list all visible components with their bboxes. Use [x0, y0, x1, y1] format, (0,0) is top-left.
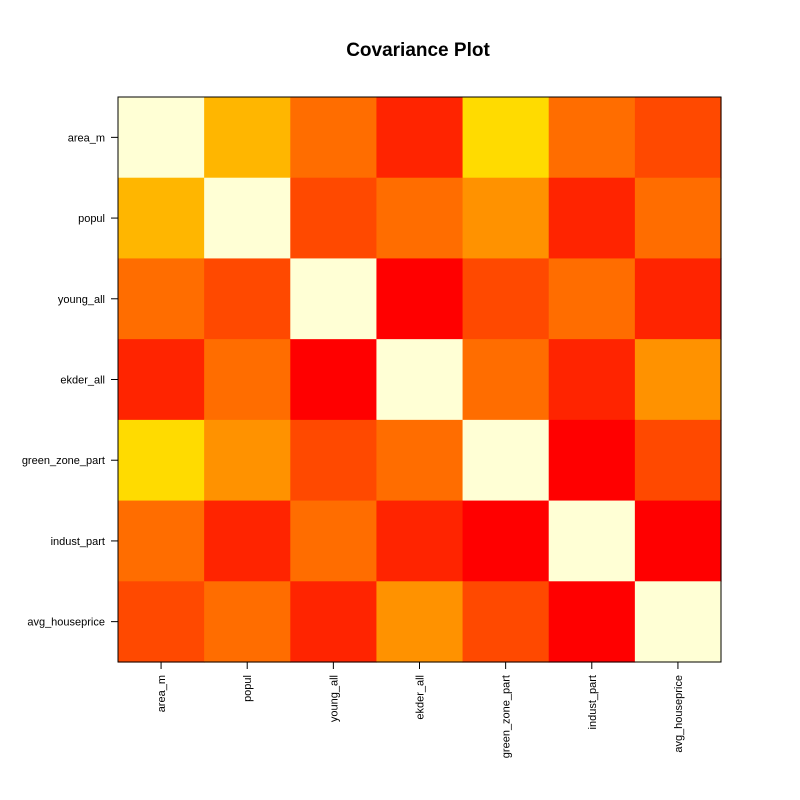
x-tick-label-ekder_all: ekder_all — [415, 675, 427, 720]
heatmap-cell-indust_part-avg_houseprice — [634, 500, 722, 582]
heatmap-cell-popul-young_all — [290, 177, 378, 260]
heatmap-cell-ekder_all-young_all — [290, 339, 378, 421]
x-tick-label-young_all: young_all — [328, 675, 340, 722]
heatmap-cell-popul-popul — [204, 177, 291, 260]
heatmap-cell-popul-ekder_all — [376, 177, 464, 260]
x-tick-label-avg_houseprice: avg_houseprice — [673, 675, 685, 753]
heatmap-cell-popul-green_zone_part — [462, 177, 550, 260]
heatmap-cell-ekder_all-ekder_all — [376, 339, 464, 421]
heatmap-cell-indust_part-young_all — [290, 500, 378, 582]
heatmap-cell-green_zone_part-area_m — [118, 419, 205, 502]
y-tick-label-green_zone_part: green_zone_part — [22, 455, 105, 467]
heatmap-cell-green_zone_part-popul — [204, 419, 291, 502]
heatmap-cell-avg_houseprice-green_zone_part — [462, 581, 550, 663]
heatmap-cell-ekder_all-avg_houseprice — [634, 339, 722, 421]
heatmap-cell-young_all-avg_houseprice — [634, 258, 722, 340]
x-tick-label-popul: popul — [242, 675, 254, 702]
heatmap-cell-indust_part-ekder_all — [376, 500, 464, 582]
heatmap-cell-popul-indust_part — [548, 177, 636, 260]
heatmap-cell-area_m-young_all — [290, 97, 378, 179]
heatmap-cell-ekder_all-popul — [204, 339, 291, 421]
heatmap-cell-avg_houseprice-popul — [204, 581, 291, 663]
x-tick-label-indust_part: indust_part — [587, 675, 599, 729]
y-tick-label-ekder_all: ekder_all — [60, 375, 105, 387]
x-tick-label-area_m: area_m — [156, 675, 168, 712]
heatmap-cell-green_zone_part-green_zone_part — [462, 419, 550, 502]
heatmap-cell-ekder_all-area_m — [118, 339, 205, 421]
heatmap-cell-area_m-area_m — [118, 97, 205, 179]
y-tick-label-popul: popul — [78, 213, 105, 225]
heatmap-cell-avg_houseprice-indust_part — [548, 581, 636, 663]
heatmap-cell-ekder_all-indust_part — [548, 339, 636, 421]
heatmap-cell-young_all-ekder_all — [376, 258, 464, 340]
y-tick-label-indust_part: indust_part — [51, 536, 105, 548]
heatmap-cell-area_m-ekder_all — [376, 97, 464, 179]
heatmap-cell-area_m-green_zone_part — [462, 97, 550, 179]
heatmap-cell-popul-avg_houseprice — [634, 177, 722, 260]
y-tick-label-avg_houseprice: avg_houseprice — [27, 617, 105, 629]
heatmap-cell-young_all-young_all — [290, 258, 378, 340]
heatmap-cell-ekder_all-green_zone_part — [462, 339, 550, 421]
y-tick-label-young_all: young_all — [58, 294, 105, 306]
heatmap-cell-avg_houseprice-avg_houseprice — [634, 581, 722, 663]
heatmap-cell-indust_part-area_m — [118, 500, 205, 582]
heatmap-cell-area_m-avg_houseprice — [634, 97, 722, 179]
heatmap-cell-avg_houseprice-area_m — [118, 581, 205, 663]
heatmap-cell-indust_part-green_zone_part — [462, 500, 550, 582]
heatmap-cell-area_m-popul — [204, 97, 291, 179]
heatmap-cells — [118, 97, 722, 663]
heatmap-cell-avg_houseprice-young_all — [290, 581, 378, 663]
heatmap-cell-avg_houseprice-ekder_all — [376, 581, 464, 663]
heatmap-cell-young_all-indust_part — [548, 258, 636, 340]
heatmap-cell-area_m-indust_part — [548, 97, 636, 179]
heatmap-cell-green_zone_part-young_all — [290, 419, 378, 502]
y-tick-label-area_m: area_m — [68, 132, 105, 144]
heatmap-cell-green_zone_part-avg_houseprice — [634, 419, 722, 502]
heatmap-cell-indust_part-indust_part — [548, 500, 636, 582]
heatmap-cell-young_all-popul — [204, 258, 291, 340]
heatmap-cell-green_zone_part-ekder_all — [376, 419, 464, 502]
heatmap-cell-indust_part-popul — [204, 500, 291, 582]
heatmap-cell-popul-area_m — [118, 177, 205, 260]
x-axis: area_m popul young_all ekder_all green_zone_… — [156, 662, 685, 758]
heatmap-cell-young_all-green_zone_part — [462, 258, 550, 340]
x-tick-label-green_zone_part: green_zone_part — [501, 675, 513, 758]
chart-title: Covariance Plot — [346, 40, 490, 61]
heatmap-cell-green_zone_part-indust_part — [548, 419, 636, 502]
heatmap-cell-young_all-area_m — [118, 258, 205, 340]
